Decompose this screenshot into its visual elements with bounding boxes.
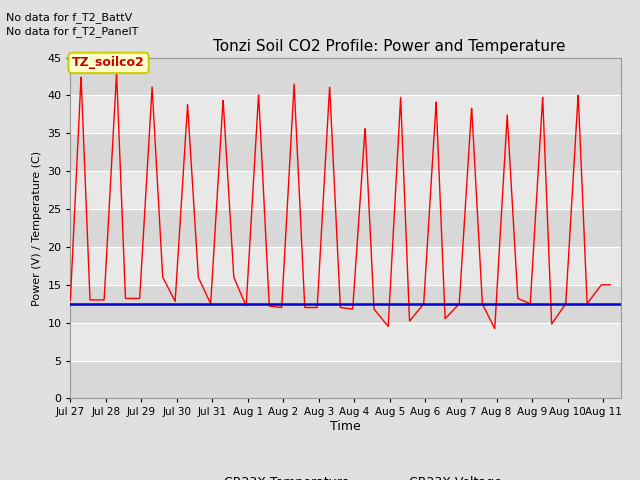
Title: Tonzi Soil CO2 Profile: Power and Temperature: Tonzi Soil CO2 Profile: Power and Temper… bbox=[213, 39, 566, 54]
Y-axis label: Power (V) / Temperature (C): Power (V) / Temperature (C) bbox=[32, 150, 42, 306]
Bar bbox=[70, 171, 621, 209]
Bar bbox=[70, 96, 621, 133]
Bar bbox=[70, 323, 621, 360]
Bar bbox=[70, 360, 621, 398]
Legend: CR23X Temperature, CR23X Voltage: CR23X Temperature, CR23X Voltage bbox=[184, 471, 507, 480]
Text: No data for f_T2_PanelT: No data for f_T2_PanelT bbox=[6, 26, 139, 37]
X-axis label: Time: Time bbox=[330, 420, 361, 433]
Bar bbox=[70, 285, 621, 323]
Bar bbox=[70, 58, 621, 96]
Bar bbox=[70, 133, 621, 171]
Bar bbox=[70, 209, 621, 247]
Bar bbox=[70, 247, 621, 285]
Text: No data for f_T2_BattV: No data for f_T2_BattV bbox=[6, 12, 132, 23]
Text: TZ_soilco2: TZ_soilco2 bbox=[72, 57, 145, 70]
